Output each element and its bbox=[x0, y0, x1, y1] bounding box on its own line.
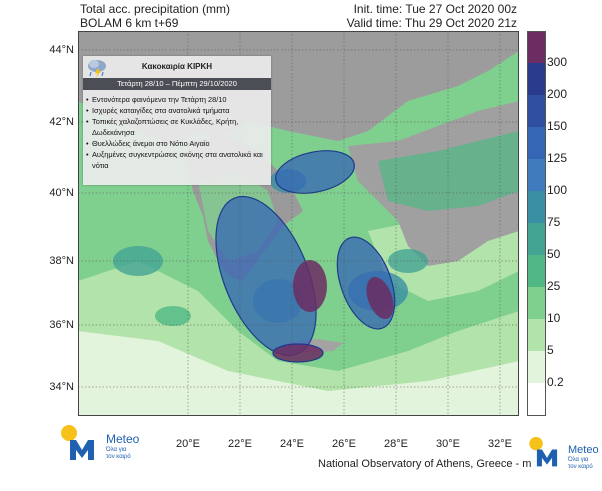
colorbar-label: 10 bbox=[547, 311, 561, 325]
lon-label-26: 26°E bbox=[332, 438, 356, 450]
colorbar-segment bbox=[527, 319, 546, 351]
lat-label-36: 36°N bbox=[49, 319, 74, 331]
colorbar-label: 5 bbox=[547, 343, 554, 357]
map-title: Total acc. precipitation (mm) bbox=[80, 2, 231, 16]
credit-text: National Observatory of Athens, Greece -… bbox=[318, 458, 532, 470]
precipitation-map bbox=[78, 31, 519, 416]
lon-label-30: 30°E bbox=[436, 438, 460, 450]
logo-tagline-1: Όλα για bbox=[568, 457, 589, 463]
colorbar-label: 125 bbox=[547, 151, 568, 165]
logo-name: Meteo bbox=[106, 432, 140, 446]
valid-time: Valid time: Thu 29 Oct 2020 21z bbox=[346, 16, 517, 30]
init-time: Init. time: Tue 27 Oct 2020 00z bbox=[353, 2, 517, 16]
storm-area-north bbox=[275, 150, 355, 194]
colorbar-segment bbox=[527, 95, 546, 127]
lat-label-42: 42°N bbox=[49, 116, 74, 128]
lat-label-44: 44°N bbox=[49, 44, 74, 56]
colorbar-label: 150 bbox=[547, 119, 568, 133]
meteo-logo-icon bbox=[529, 436, 558, 467]
storm-cloud-icon bbox=[88, 60, 106, 78]
logo-tagline-1: Όλα για bbox=[106, 447, 127, 453]
lat-label-40: 40°N bbox=[49, 187, 74, 199]
colorbar-label: 100 bbox=[547, 183, 568, 197]
colorbar-segment bbox=[527, 223, 546, 255]
peak-dodecanese bbox=[366, 276, 394, 320]
meteo-logo-left: Meteo Όλα για τον καιρό bbox=[60, 424, 160, 464]
colorbar-segment bbox=[527, 383, 546, 416]
meteo-logo-right: Meteo Όλα για τον καιρό bbox=[528, 436, 600, 476]
info-box-subtitle: Τετάρτη 28/10 – Πέμπτη 29/10/2020 bbox=[83, 78, 271, 90]
colorbar-label: 75 bbox=[547, 215, 561, 229]
lon-label-32: 32°E bbox=[488, 438, 512, 450]
logo-tagline-2: τον καιρό bbox=[106, 454, 131, 460]
logo-name: Meteo bbox=[568, 444, 599, 456]
colorbar-label: 50 bbox=[547, 247, 561, 261]
lat-label-38: 38°N bbox=[49, 255, 74, 267]
model-label: BOLAM 6 km t+69 bbox=[80, 16, 179, 30]
lon-label-28: 28°E bbox=[384, 438, 408, 450]
info-box-item: Αυξημένες συγκεντρώσεις σκόνης στα ανατο… bbox=[86, 149, 268, 171]
colorbar-segment bbox=[527, 31, 546, 64]
logo-tagline-2: τον καιρό bbox=[568, 464, 593, 470]
colorbar-label: 200 bbox=[547, 87, 568, 101]
lon-label-20: 20°E bbox=[176, 438, 200, 450]
colorbar-segment bbox=[527, 63, 546, 95]
peak-crete bbox=[272, 343, 324, 363]
colorbar-segment bbox=[527, 287, 546, 319]
info-box-item: Τοπικές χαλαζοπτώσεις σε Κυκλάδες, Κρήτη… bbox=[86, 116, 268, 138]
colorbar-segment bbox=[527, 127, 546, 159]
colorbar-segment bbox=[527, 191, 546, 223]
info-box: Κακοκαιρία ΚΙΡΚΗ Τετάρτη 28/10 – Πέμπτη … bbox=[83, 56, 271, 185]
meteo-logo-icon bbox=[61, 425, 94, 460]
colorbar-label: 25 bbox=[547, 279, 561, 293]
colorbar-segment bbox=[527, 159, 546, 191]
info-box-item: Ισχυρές καταιγίδες στα ανατολικά τμήματα bbox=[86, 105, 268, 116]
lon-label-24: 24°E bbox=[280, 438, 304, 450]
lat-label-34: 34°N bbox=[49, 381, 74, 393]
info-box-item: Θυελλώδεις άνεμοι στο Νότιο Αιγαίο bbox=[86, 138, 268, 149]
colorbar-segment bbox=[527, 351, 546, 383]
info-box-title: Κακοκαιρία ΚΙΡΚΗ bbox=[141, 62, 213, 71]
colorbar-label: 0.2 bbox=[547, 375, 564, 389]
peak-cyclades-west bbox=[293, 260, 327, 312]
lon-label-22: 22°E bbox=[228, 438, 252, 450]
colorbar-label: 300 bbox=[547, 55, 568, 69]
info-box-list: Εντονότερα φαινόμενα την Τετάρτη 28/10 Ι… bbox=[86, 94, 268, 171]
colorbar-segment bbox=[527, 255, 546, 287]
info-box-item: Εντονότερα φαινόμενα την Τετάρτη 28/10 bbox=[86, 94, 268, 105]
